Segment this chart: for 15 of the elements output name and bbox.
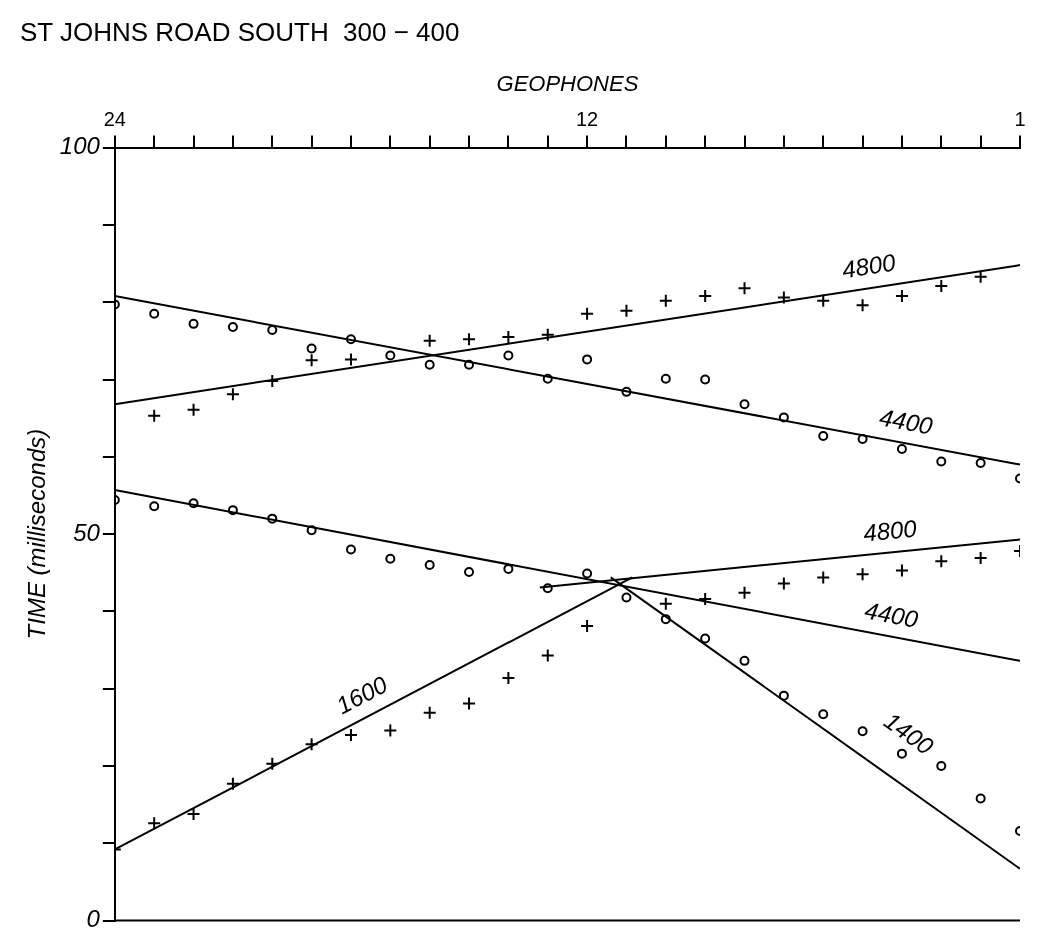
annotation: 4400 xyxy=(877,403,936,440)
annotation: 1400 xyxy=(879,706,939,761)
y-axis-title: TIME (milliseconds) xyxy=(23,428,51,640)
annotation: 1600 xyxy=(331,670,393,720)
y-tick-label: 100 xyxy=(59,132,101,160)
x-tick-label: 24 xyxy=(103,108,126,131)
y-tick-label: 50 xyxy=(73,518,101,546)
annotation: 4800 xyxy=(862,514,919,547)
x-tick-label: 12 xyxy=(575,108,599,131)
x-axis-title: GEOPHONES xyxy=(496,70,639,96)
y-tick-label: 0 xyxy=(86,905,101,933)
chart-title: ST JOHNS ROAD SOUTH 300 − 400 xyxy=(20,16,460,47)
annotation: 4800 xyxy=(840,248,898,284)
annotation: 4400 xyxy=(862,596,921,634)
x-tick-label: 1 xyxy=(1014,108,1026,131)
